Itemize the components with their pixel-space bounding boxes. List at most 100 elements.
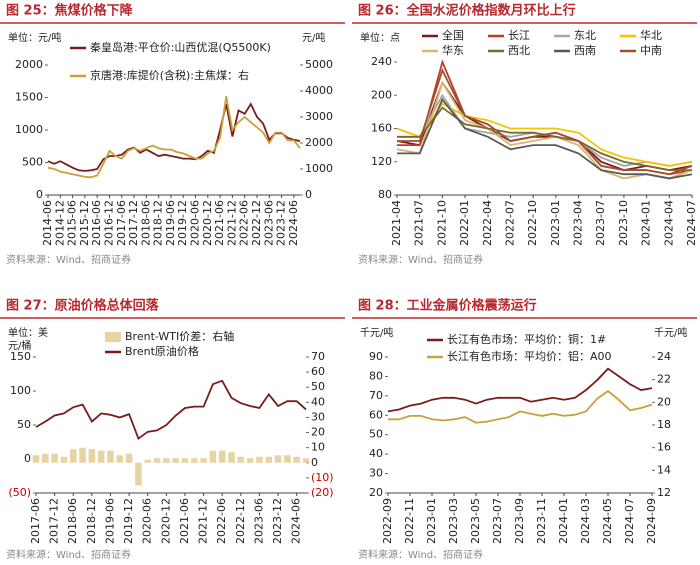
bar [32,455,40,463]
legend-label: 长江有色市场：平均价：铜：1# [447,332,606,346]
legend-label: 华北 [640,28,662,42]
x-tick-label: 2023-06 [252,498,265,544]
x-tick-label: 2023-12 [275,200,288,246]
x-tick-label: 2014-06 [41,200,54,246]
y-tick-label: 0 [24,452,31,465]
x-tick-label: 2024-09 [645,498,658,544]
bar [181,458,189,463]
y2-unit: 千元/吨 [654,326,687,339]
x-tick-label: 2022-12 [250,200,263,246]
x-tick-label: 2023-12 [271,498,284,544]
bar [302,458,310,463]
bar [209,450,217,463]
x-tick-label: 2022-12 [234,498,247,544]
line [47,102,301,172]
x-tick-label: 2021-06 [178,498,191,544]
chart-title: 图 25：焦煤价格下降 [6,3,134,19]
legend-label: 西北 [508,44,530,57]
y-tick-label: 30 [369,467,383,480]
x-tick-label: 2022-06 [215,498,228,544]
x-tick-label: 2023-05 [469,498,482,544]
y-tick-label: (50) [8,486,31,499]
x-tick-label: 2022-04 [481,200,494,246]
y2-tick-label: 0 [311,456,318,469]
bar [97,450,105,463]
bar [51,453,58,463]
x-tick-label: 2024-06 [290,498,303,544]
x-tick-label: 2023-09 [513,498,526,544]
x-tick-label: 2024-06 [287,200,300,246]
legend-label: 华东 [442,43,464,57]
line [387,367,653,413]
y-tick-label: 80 [369,369,383,382]
x-tick-label: 2023-07 [594,200,607,246]
x-tick-label: 2024-03 [579,498,592,544]
bar [237,456,245,463]
y2-tick-label: 2000 [305,136,333,149]
y-tick-label: 100 [10,384,31,397]
x-tick-label: 2019-12 [122,498,135,544]
x-tick-label: 2020-12 [201,200,214,246]
legend-label: 西南 [574,44,596,57]
y-tick-label: 90 [369,350,383,363]
source: 资料来源：Wind、招商证券 [358,253,483,266]
y-unit: 千元/吨 [360,326,393,339]
y-tick-label: 200 [371,88,392,101]
line [47,96,301,179]
y-unit: 单位：元/吨 [8,31,61,44]
x-tick-label: 2019-06 [164,200,177,246]
y-tick-label: 150 [10,350,31,363]
chart-title: 图 26：全国水泥价格指数月环比上行 [358,3,576,19]
x-tick-label: 2024-04 [662,200,675,246]
bar [79,447,86,463]
y2-unit: 元/吨 [302,31,325,44]
legend-label: 全国 [442,28,464,42]
y-tick-label: 0 [36,188,43,201]
y2-tick-label: 3000 [305,110,333,123]
line [397,97,693,180]
x-tick-label: 2022-06 [238,200,251,246]
bar [42,453,49,463]
legend-label: Brent-WTI价差：右轴 [125,329,234,343]
y-tick-label: 1500 [15,91,43,104]
x-tick-label: 2019-12 [176,200,189,246]
legend-label: 京唐港:库提价(含税):主焦煤：右 [90,68,249,82]
x-tick-label: 2022-01 [458,200,471,246]
x-tick-label: 2021-10 [435,200,448,246]
y-unit: 元/桶 [8,339,31,352]
y-tick-label: 240 [371,55,392,68]
x-tick-label: 2021-06 [213,200,226,246]
legend-label: 东北 [574,29,596,42]
bar [88,449,96,463]
x-tick-label: 2020-06 [189,200,202,246]
x-tick-label: 2021-07 [413,200,426,246]
x-tick-label: 2024-01 [640,200,653,246]
line [388,389,653,424]
bar [246,458,254,463]
x-tick-label: 2024-07 [685,200,698,246]
x-tick-label: 2023-04 [572,200,585,246]
y2-tick-label: 12 [657,486,671,499]
bar [284,455,291,463]
bar [153,458,161,463]
x-tick-label: 2017-12 [127,200,140,246]
y2-tick-label: 4000 [305,84,333,97]
y-tick-label: 80 [378,188,392,201]
x-tick-label: 2024-01 [557,498,570,544]
x-tick-label: 2023-11 [535,498,548,544]
y-tick-label: 70 [369,389,383,402]
x-tick-label: 2021-12 [197,498,210,544]
bar [200,458,207,463]
x-tick-label: 2014-12 [53,200,66,246]
legend-label: 秦皇岛港:平仓价:山西优混(Q5500K) [90,40,271,54]
x-tick-label: 2022-07 [503,200,516,246]
y-tick-label: 160 [371,122,392,135]
y2-tick-label: 22 [657,373,671,386]
y2-tick-label: (20) [311,486,334,499]
y2-tick-label: 10 [311,441,325,454]
x-tick-label: 2018-12 [152,200,165,246]
y2-tick-label: 24 [657,350,671,363]
